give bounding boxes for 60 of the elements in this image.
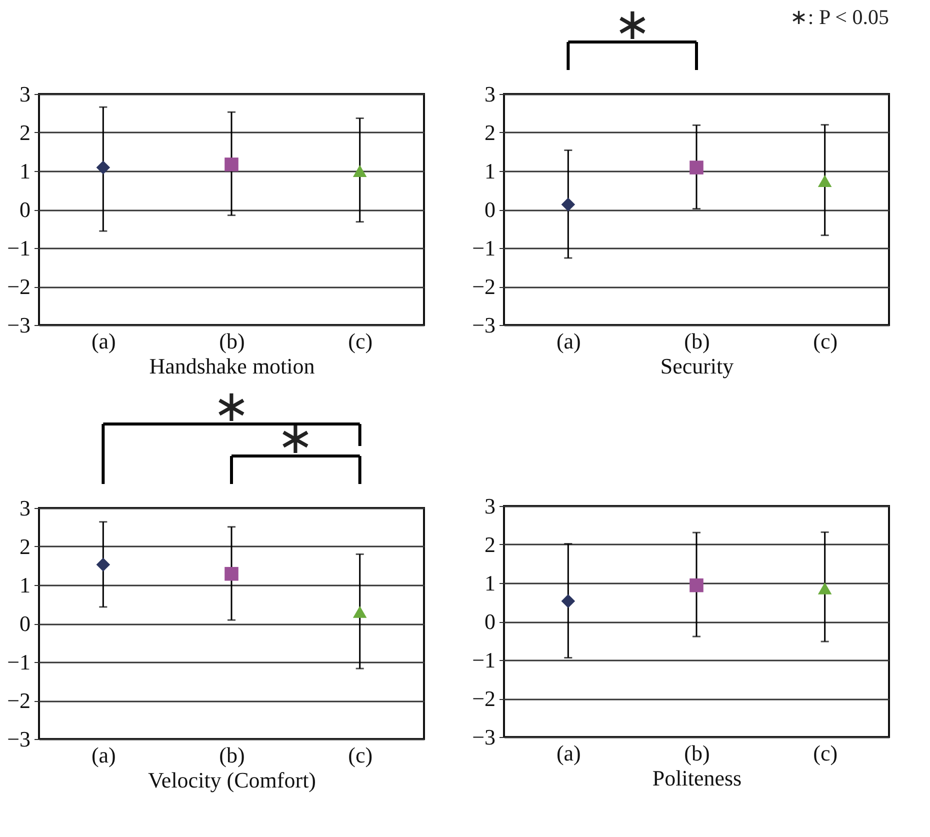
y-tick-label: 2 [484, 532, 496, 557]
y-tick-label: 1 [20, 572, 30, 598]
y-tick-label: −1 [472, 648, 496, 672]
y-tick-label: −3 [472, 724, 496, 750]
y-tick-label: 3 [20, 496, 30, 520]
y-tick-label: −3 [472, 312, 496, 338]
y-tick-label: 2 [484, 120, 496, 145]
x-tick-label: (b) [684, 328, 710, 354]
y-tick-label: 0 [20, 611, 30, 636]
y-tick-label: 3 [20, 82, 30, 106]
x-tick-label: (a) [556, 740, 581, 766]
y-tick-label: −3 [7, 726, 30, 752]
point [690, 578, 704, 592]
x-axis-title: Handshake motion [149, 354, 315, 378]
y-tick-label: 3 [484, 494, 496, 518]
x-axis-title: Politeness [652, 766, 742, 790]
x-tick-label: (b) [219, 328, 245, 354]
x-tick-label: (c) [348, 328, 373, 354]
point [561, 198, 576, 212]
x-axis-title: Security [660, 354, 734, 378]
y-tick-label: 2 [20, 534, 30, 559]
point [352, 606, 367, 618]
y-tick-label: −1 [472, 236, 496, 260]
y-tick-label: 3 [484, 82, 496, 106]
y-tick-label: −1 [7, 650, 30, 674]
y-tick-label: −2 [7, 688, 30, 713]
point [561, 594, 576, 608]
y-tick-label: 1 [20, 158, 30, 184]
point [352, 165, 367, 177]
x-axis-title: Velocity (Comfort) [148, 768, 316, 792]
y-tick-label: −1 [7, 236, 30, 260]
y-tick-label: −2 [7, 274, 30, 299]
text: ∗ [213, 382, 250, 431]
point [818, 582, 832, 594]
y-tick-label: −3 [7, 312, 30, 338]
point [818, 175, 832, 187]
y-tick-label: 0 [484, 197, 496, 222]
point [96, 558, 110, 572]
y-tick-label: 2 [20, 120, 30, 145]
x-tick-label: (a) [91, 742, 116, 768]
y-tick-label: 0 [484, 609, 496, 634]
point [690, 160, 704, 174]
y-tick-label: 1 [484, 158, 496, 184]
y-tick-label: −2 [472, 686, 496, 711]
x-tick-label: (a) [91, 328, 116, 354]
x-tick-label: (a) [556, 328, 581, 354]
y-tick-label: −2 [472, 274, 496, 299]
text: ∗ [614, 0, 651, 49]
point [224, 566, 238, 581]
y-tick-label: 0 [20, 197, 30, 222]
point [224, 158, 238, 172]
y-tick-label: 1 [484, 570, 496, 596]
x-tick-label: (c) [813, 740, 838, 766]
x-tick-label: (c) [348, 742, 373, 768]
text: ∗: P < 0.05 [790, 5, 889, 29]
x-tick-label: (c) [813, 328, 838, 354]
x-tick-label: (b) [219, 742, 245, 768]
x-tick-label: (b) [684, 740, 710, 766]
point [96, 160, 110, 174]
text: ∗ [277, 414, 314, 463]
